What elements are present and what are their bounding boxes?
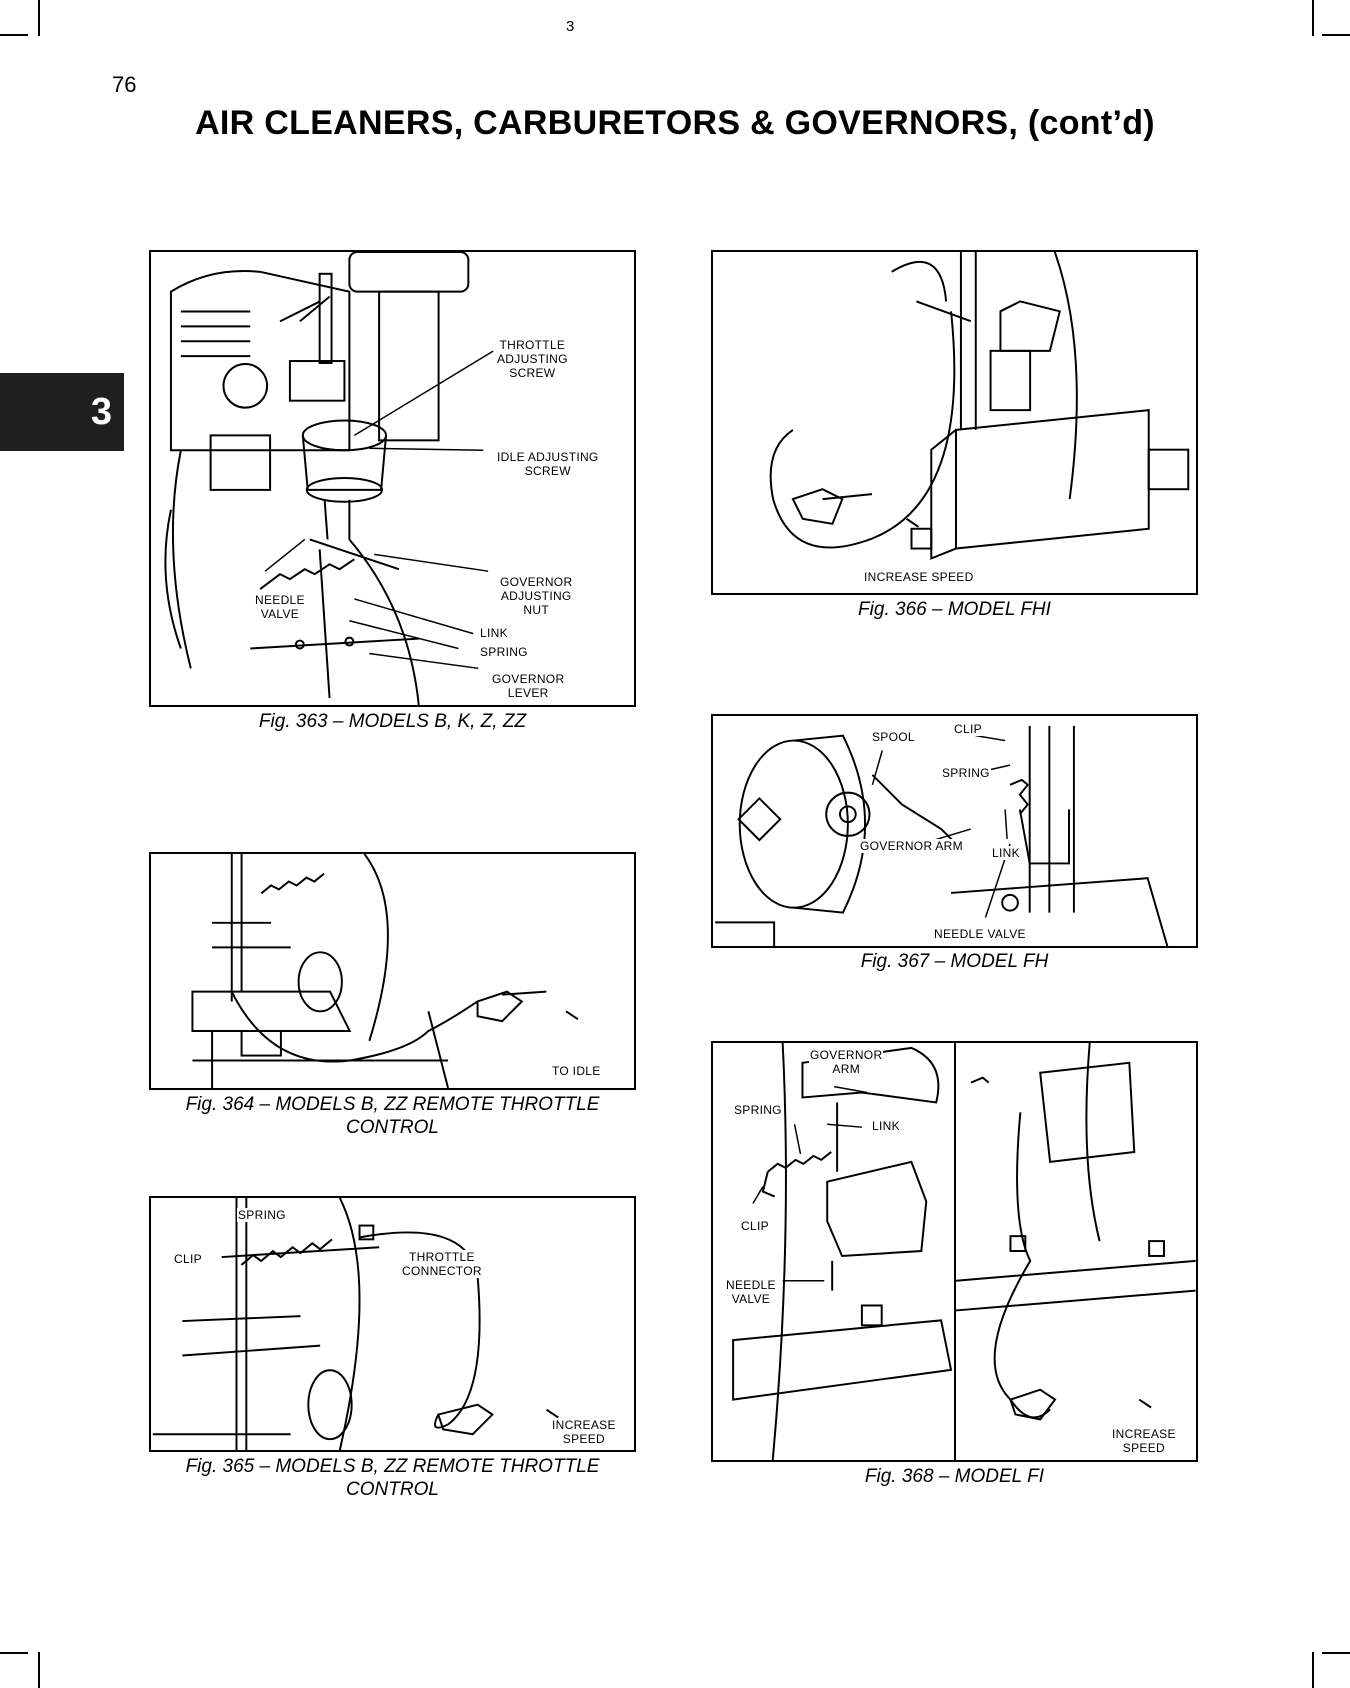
label-to-idle: TO IDLE bbox=[551, 1064, 602, 1078]
header-number: 3 bbox=[566, 18, 575, 35]
label-governor-arm: GOVERNOR ARM bbox=[809, 1048, 884, 1076]
label-spring: SPRING bbox=[237, 1208, 287, 1222]
label-needle-valve: NEEDLE VALVE bbox=[725, 1278, 777, 1306]
figure-366: INCREASE SPEED bbox=[711, 250, 1198, 595]
label-increase-speed: INCREASE SPEED bbox=[863, 570, 975, 584]
crop-mark-bottom-right-h bbox=[1322, 1652, 1350, 1654]
caption-fig-366: Fig. 366 – MODEL FHI bbox=[858, 599, 1051, 620]
figure-366-illustration bbox=[769, 252, 1190, 560]
crop-mark-top-left bbox=[38, 0, 40, 36]
figure-367-illustration bbox=[715, 725, 1169, 946]
crop-mark-bottom-left bbox=[38, 1652, 40, 1688]
crop-mark-bottom-right bbox=[1312, 1652, 1314, 1688]
caption-fig-367: Fig. 367 – MODEL FH bbox=[860, 951, 1049, 972]
caption-fig-365: Fig. 365 – MODELS B, ZZ REMOTE THROTTLE … bbox=[185, 1456, 600, 1500]
crop-mark-top-right-h bbox=[1322, 34, 1350, 36]
label-governor-adjusting-nut: GOVERNOR ADJUSTING NUT bbox=[499, 575, 574, 617]
figure-367: SPOOL CLIP SPRING GOVERNOR ARM LINK NEED… bbox=[711, 714, 1198, 948]
crop-mark-top-left-h bbox=[0, 34, 28, 36]
label-link: LINK bbox=[479, 626, 509, 640]
figure-364-illustration bbox=[191, 854, 579, 1088]
label-spool: SPOOL bbox=[871, 730, 916, 744]
label-clip: CLIP bbox=[953, 722, 983, 736]
label-increase-speed: INCREASE SPEED bbox=[551, 1418, 617, 1446]
page-number: 76 bbox=[112, 72, 137, 97]
section-tab: 3 bbox=[0, 373, 124, 451]
crop-mark-bottom-left-h bbox=[0, 1652, 28, 1654]
label-needle-valve: NEEDLE VALVE bbox=[254, 593, 306, 621]
label-link: LINK bbox=[871, 1119, 901, 1133]
figure-368: GOVERNOR ARM SPRING LINK CLIP NEEDLE VAL… bbox=[711, 1041, 1198, 1462]
label-spring: SPRING bbox=[479, 645, 529, 659]
label-link: LINK bbox=[991, 846, 1021, 860]
label-throttle-adjusting-screw: THROTTLE ADJUSTING SCREW bbox=[496, 338, 569, 380]
figure-364: TO IDLE bbox=[149, 852, 636, 1090]
label-governor-lever: GOVERNOR LEVER bbox=[491, 672, 566, 700]
caption-fig-363: Fig. 363 – MODELS B, K, Z, ZZ bbox=[258, 711, 527, 732]
page-title: AIR CLEANERS, CARBURETORS & GOVERNORS, (… bbox=[195, 104, 1155, 142]
figure-365: SPRING CLIP THROTTLE CONNECTOR INCREASE … bbox=[149, 1196, 636, 1452]
label-needle-valve: NEEDLE VALVE bbox=[933, 927, 1027, 941]
crop-mark-top-right bbox=[1312, 0, 1314, 36]
figure-365-illustration bbox=[152, 1198, 559, 1450]
figure-368-illustration bbox=[732, 1043, 1196, 1460]
label-governor-arm: GOVERNOR ARM bbox=[859, 839, 964, 853]
label-idle-adjusting-screw: IDLE ADJUSTING SCREW bbox=[496, 450, 600, 478]
label-throttle-connector: THROTTLE CONNECTOR bbox=[401, 1250, 483, 1278]
figure-363: THROTTLE ADJUSTING SCREW IDLE ADJUSTING … bbox=[149, 250, 636, 707]
label-increase-speed: INCREASE SPEED bbox=[1111, 1427, 1177, 1455]
label-clip: CLIP bbox=[173, 1252, 203, 1266]
label-spring: SPRING bbox=[733, 1103, 783, 1117]
label-spring: SPRING bbox=[941, 766, 991, 780]
caption-fig-364: Fig. 364 – MODELS B, ZZ REMOTE THROTTLE … bbox=[185, 1094, 600, 1138]
label-clip: CLIP bbox=[740, 1219, 770, 1233]
caption-fig-368: Fig. 368 – MODEL FI bbox=[864, 1466, 1045, 1487]
figure-363-illustration bbox=[164, 252, 494, 705]
